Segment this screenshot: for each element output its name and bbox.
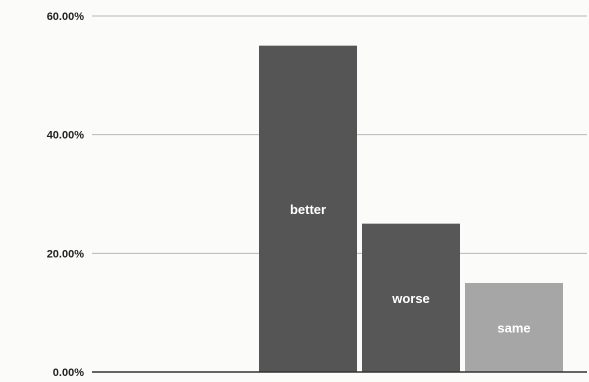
y-tick-label: 60.00% [47, 11, 85, 23]
y-tick-label: 40.00% [47, 130, 85, 142]
bar-label-same: same [497, 321, 530, 336]
bar-label-better: better [290, 202, 326, 217]
bar-label-worse: worse [391, 291, 430, 306]
y-axis-ticks: 0.00% 20.00% 40.00% 60.00% [47, 11, 85, 379]
y-tick-label: 0.00% [53, 367, 84, 379]
y-tick-label: 20.00% [47, 248, 85, 260]
